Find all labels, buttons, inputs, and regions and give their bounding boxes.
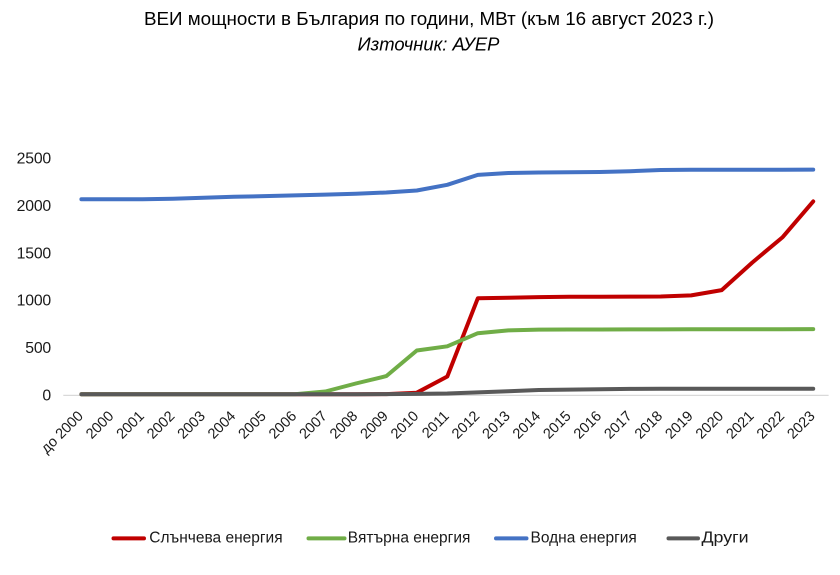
svg-text:Слънчева енергия: Слънчева енергия [149,529,282,546]
svg-text:500: 500 [25,340,51,357]
svg-text:1000: 1000 [17,293,52,310]
svg-text:2000: 2000 [17,198,52,215]
svg-text:ВЕИ мощности в България по год: ВЕИ мощности в България по години, МВт (… [144,8,714,29]
svg-text:Водна енергия: Водна енергия [531,529,637,546]
svg-text:1500: 1500 [17,245,52,262]
svg-text:Други: Други [702,528,749,546]
svg-text:0: 0 [42,387,51,404]
svg-text:Източник: АУЕР: Източник: АУЕР [358,34,501,55]
svg-text:Вятърна енергия: Вятърна енергия [348,529,471,546]
svg-text:2500: 2500 [17,151,52,168]
